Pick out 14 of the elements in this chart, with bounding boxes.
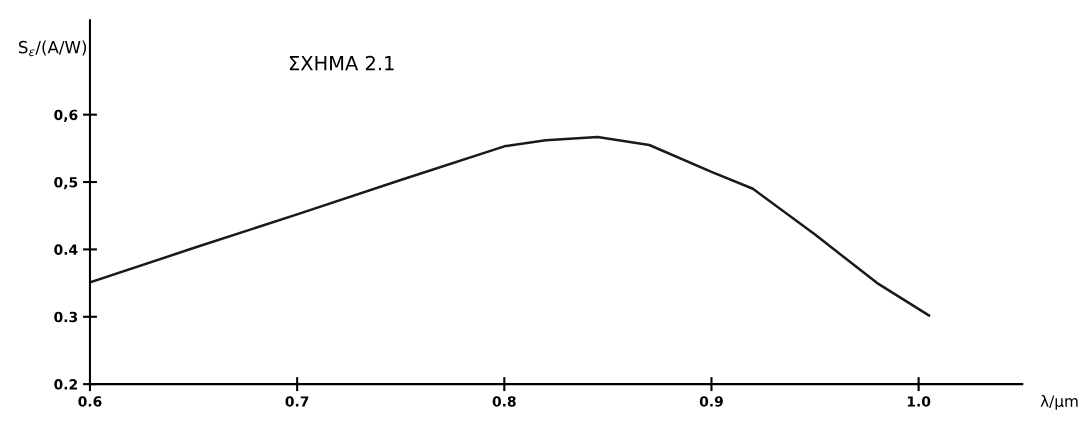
y-tick-label: 0,6 [54,109,78,122]
x-tick-label: 0.9 [699,396,723,407]
y-tick-label: 0,5 [54,177,78,190]
x-axis-title: λ/μm [1040,395,1078,410]
x-tick-label: 0.8 [492,396,516,407]
x-tick-label: 0.6 [78,396,102,407]
y-axis-title: S$_{ε}$/(A/W) [18,40,87,57]
text: ΣΧΗΜΑ 2.1 [289,55,394,71]
y-tick-label: 0.2 [54,379,77,390]
line-series [90,135,931,317]
x-tick-label: 1.0 [907,396,931,407]
y-tick-label: 0.3 [54,311,78,323]
x-tick-label: 0.7 [285,396,309,407]
y-tick-label: 0.4 [54,244,78,255]
